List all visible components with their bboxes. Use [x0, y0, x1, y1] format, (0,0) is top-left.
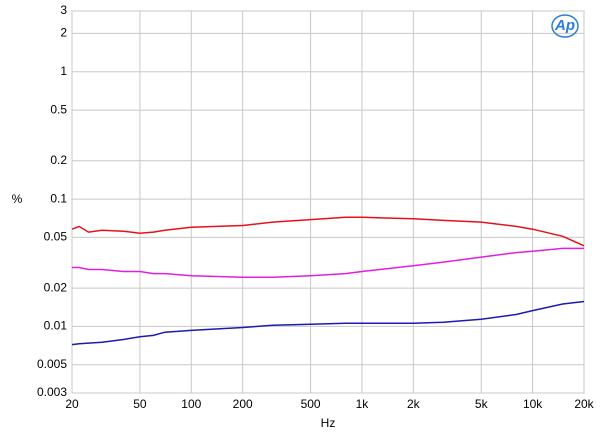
y-tick-label: 3 [60, 3, 67, 17]
logo-ring [551, 14, 579, 38]
y-tick-label: 0.01 [44, 319, 68, 333]
x-tick-label: 1k [356, 397, 370, 411]
y-tick-label: 0.2 [50, 153, 67, 167]
y-tick-label: 1 [60, 64, 67, 78]
y-tick-label: 0.005 [37, 357, 67, 371]
x-tick-label: 500 [301, 397, 321, 411]
x-tick-label: 50 [133, 397, 147, 411]
data-line [71, 300, 585, 346]
data-line [71, 216, 585, 247]
y-tick-label: 0.5 [50, 102, 67, 116]
x-axis-label: Hz [321, 416, 336, 430]
x-tick-label: 10k [523, 397, 543, 411]
y-tick-label: 0.003 [37, 385, 67, 399]
y-tick-label: 0.05 [44, 230, 68, 244]
x-tick-label: 100 [181, 397, 201, 411]
x-tick-label: 20k [574, 397, 594, 411]
logo: Ap [554, 17, 575, 34]
y-tick-label: 0.1 [50, 191, 67, 205]
y-tick-label: 0.02 [44, 280, 68, 294]
x-tick-label: 2k [407, 397, 421, 411]
y-axis-label: % [12, 192, 23, 206]
x-tick-label: 20 [65, 397, 79, 411]
y-tick-label: 2 [60, 26, 67, 40]
x-tick-label: 200 [233, 397, 253, 411]
x-tick-label: 5k [475, 397, 489, 411]
plot-area [71, 10, 585, 394]
data-line [72, 247, 584, 279]
